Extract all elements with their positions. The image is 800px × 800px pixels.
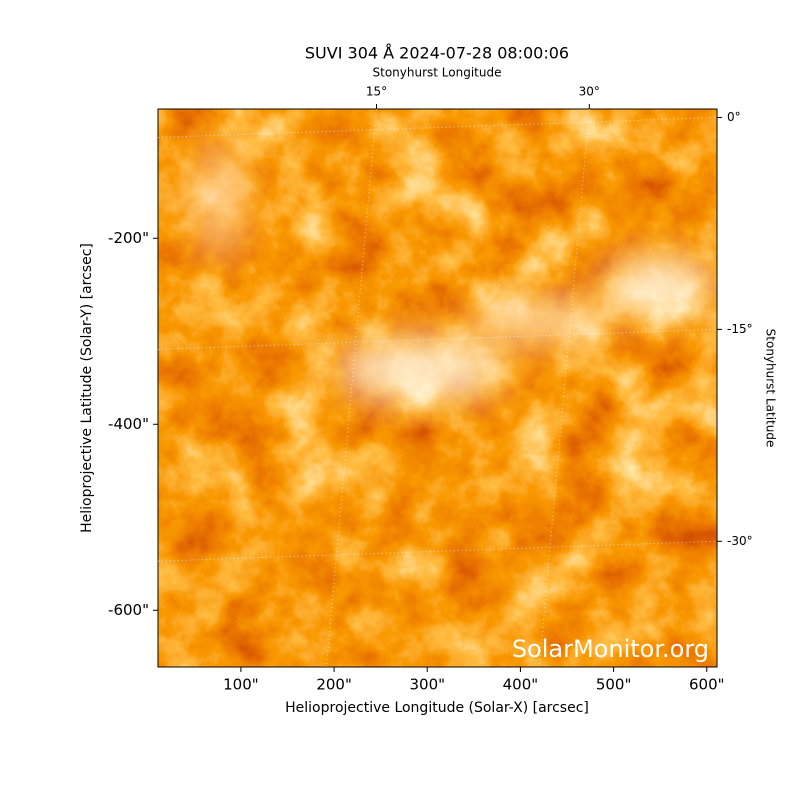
x2-tick-label: 15° [366,85,387,99]
y-tick-label: -200" [108,229,149,247]
solar-image [158,109,717,667]
x2-tick-label: 30° [579,85,600,99]
grid-line [325,108,377,668]
x2-axis-label: Stonyhurst Longitude [373,66,502,80]
x-tick-label: 100" [223,676,259,694]
x-tick-label: 300" [409,676,445,694]
y-tick-label: -400" [108,415,149,433]
watermark: SolarMonitor.org [512,635,709,663]
grid-line [538,108,590,668]
y2-tick-label: 0° [727,110,741,124]
y2-axis-label: Stonyhurst Latitude [764,329,778,448]
x-tick-label: 600" [689,676,725,694]
x-tick-label: 400" [503,676,539,694]
chart-title: SUVI 304 Å 2024-07-28 08:00:06 [305,44,569,63]
y2-tick-label: -30° [727,534,753,548]
y-tick-label: -600" [108,601,149,619]
x-tick-label: 500" [596,676,632,694]
plot-frame [157,108,718,668]
y-axis-label: Helioprojective Latitude (Solar-Y) [arcs… [79,243,95,533]
x-tick-label: 200" [316,676,352,694]
x-axis-label: Helioprojective Longitude (Solar-X) [arc… [285,700,589,716]
y2-tick-label: -15° [727,322,753,336]
